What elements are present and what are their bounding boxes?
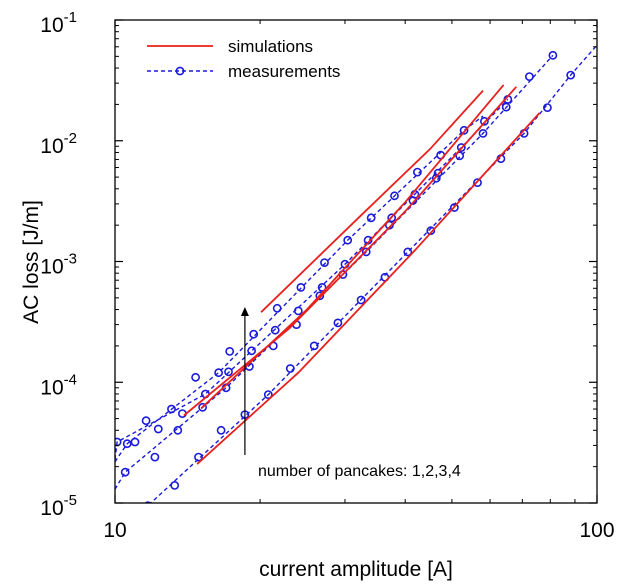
measurement-curve-3 — [115, 98, 509, 460]
measurement-curve-4 — [115, 115, 484, 463]
measurement-curve-1 — [149, 44, 597, 503]
legend-simulations-label: simulations — [228, 37, 313, 56]
measurement-point — [384, 220, 394, 230]
measurement-point — [120, 467, 130, 477]
measurement-point — [455, 151, 465, 161]
measurement-point — [426, 226, 436, 236]
simulation-line-3 — [200, 84, 505, 409]
measurement-point — [170, 480, 180, 490]
measurement-point — [249, 329, 259, 339]
measurement-point — [191, 372, 200, 382]
annotation-layer: number of pancakes: 1,2,3,4 — [240, 306, 461, 480]
measurement-point — [194, 452, 203, 462]
series-layer — [115, 44, 597, 503]
measurement-point — [216, 425, 226, 435]
y-tick-label: 10-3 — [40, 251, 77, 279]
measurement-point — [141, 416, 151, 426]
measurement-point — [479, 116, 489, 126]
measurement-point — [456, 143, 466, 152]
measurement-point — [214, 368, 223, 378]
measurement-point — [150, 452, 160, 462]
measurement-point — [566, 70, 576, 80]
measurement-point — [403, 247, 413, 257]
measurement-point — [343, 235, 353, 245]
simulation-line-4 — [260, 89, 484, 313]
measurement-series-1 — [144, 44, 597, 503]
measurement-point — [449, 203, 459, 212]
y-tick-label: 10-4 — [40, 371, 77, 399]
measurement-point — [525, 72, 534, 81]
measurement-point — [459, 125, 469, 135]
measurement-point — [296, 282, 306, 292]
measurement-point — [270, 325, 280, 335]
y-axis-title: AC loss [J/m] — [20, 200, 43, 324]
simulation-line-1 — [196, 112, 541, 465]
measurement-point — [320, 258, 329, 267]
y-tick-label: 10-2 — [40, 130, 77, 158]
y-tick-label: 10-1 — [40, 9, 77, 37]
x-axis-title: current amplitude [A] — [259, 558, 453, 581]
measurement-point — [198, 402, 207, 412]
measurement-point — [478, 128, 488, 138]
measurement-point — [122, 439, 132, 449]
measurement-point — [473, 178, 482, 187]
annotation-text: number of pancakes: 1,2,3,4 — [258, 463, 461, 480]
measurement-point — [293, 306, 303, 316]
measurement-point — [173, 425, 183, 435]
measurement-point — [224, 367, 233, 377]
measurement-point — [285, 364, 295, 373]
x-tick-label: 10 — [103, 519, 126, 542]
measurement-series-3 — [115, 95, 513, 460]
measurement-point — [247, 346, 256, 356]
measurement-point — [317, 282, 327, 292]
legend-measurements-label: measurements — [228, 62, 340, 81]
measurement-point — [315, 291, 325, 301]
measurement-point — [333, 318, 343, 328]
y-tick-label: 10-5 — [40, 492, 77, 520]
measurement-point — [548, 50, 558, 60]
measurement-point — [225, 346, 235, 356]
measurement-point — [366, 213, 376, 223]
measurement-point — [309, 341, 319, 351]
legend-measurements-marker — [175, 66, 185, 76]
x-tick-label: 100 — [579, 519, 614, 542]
measurement-point — [543, 103, 552, 112]
measurement-point — [431, 173, 441, 183]
annotation-arrowhead — [240, 306, 249, 316]
measurement-point — [361, 247, 371, 257]
measurement-point — [167, 404, 176, 414]
measurement-point — [144, 501, 152, 503]
simulation-line-2 — [183, 86, 517, 417]
measurement-point — [356, 295, 366, 305]
measurement-point — [153, 424, 163, 434]
measurement-point — [390, 191, 399, 201]
measurement-point — [272, 303, 282, 313]
measurement-point — [263, 390, 273, 399]
measurement-point — [501, 102, 511, 112]
measurement-point — [387, 213, 397, 223]
measurement-point — [433, 168, 443, 178]
measurement-point — [412, 167, 422, 177]
legend: simulations measurements — [147, 37, 340, 81]
measurement-series-4 — [115, 115, 484, 463]
ticks-layer: 10-5 10-4 10-3 10-2 10-1 10 100 — [40, 9, 614, 542]
